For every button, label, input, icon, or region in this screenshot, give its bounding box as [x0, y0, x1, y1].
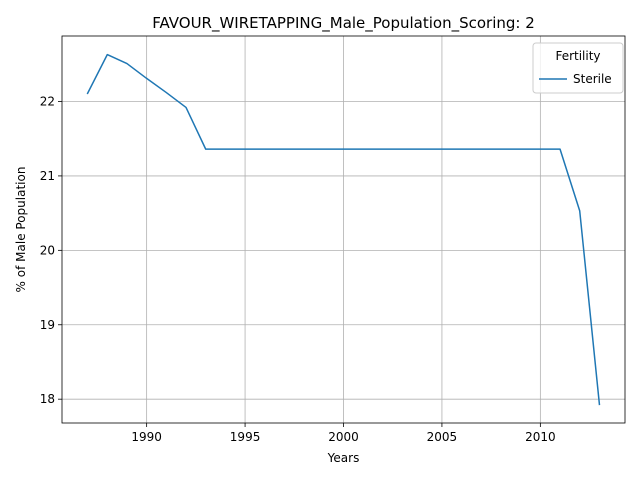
grid-lines	[62, 36, 625, 423]
legend-entry-sterile: Sterile	[573, 72, 612, 86]
x-tick-label: 2010	[525, 430, 556, 444]
y-tick-label: 19	[40, 318, 55, 332]
x-axis-label: Years	[327, 451, 360, 465]
chart-title: FAVOUR_WIRETAPPING_Male_Population_Scori…	[152, 14, 535, 33]
series-layer	[86, 53, 601, 406]
y-tick-label: 20	[40, 243, 55, 257]
x-tick-label: 1990	[131, 430, 162, 444]
x-tick-label: 1995	[230, 430, 261, 444]
y-tick-label: 18	[40, 392, 55, 406]
series-line-sterile	[86, 53, 601, 406]
y-axis-label: % of Male Population	[14, 167, 28, 293]
x-tick-label: 2005	[427, 430, 458, 444]
x-tick-label: 2000	[328, 430, 359, 444]
legend: Fertility Sterile	[532, 42, 624, 94]
axis-ticks: 1990 1995 2000 2005 2010 18 19 20 21 22	[40, 94, 556, 444]
legend-title: Fertility	[555, 49, 600, 63]
y-tick-label: 21	[40, 169, 55, 183]
legend-box	[532, 42, 624, 94]
y-tick-label: 22	[40, 94, 55, 108]
